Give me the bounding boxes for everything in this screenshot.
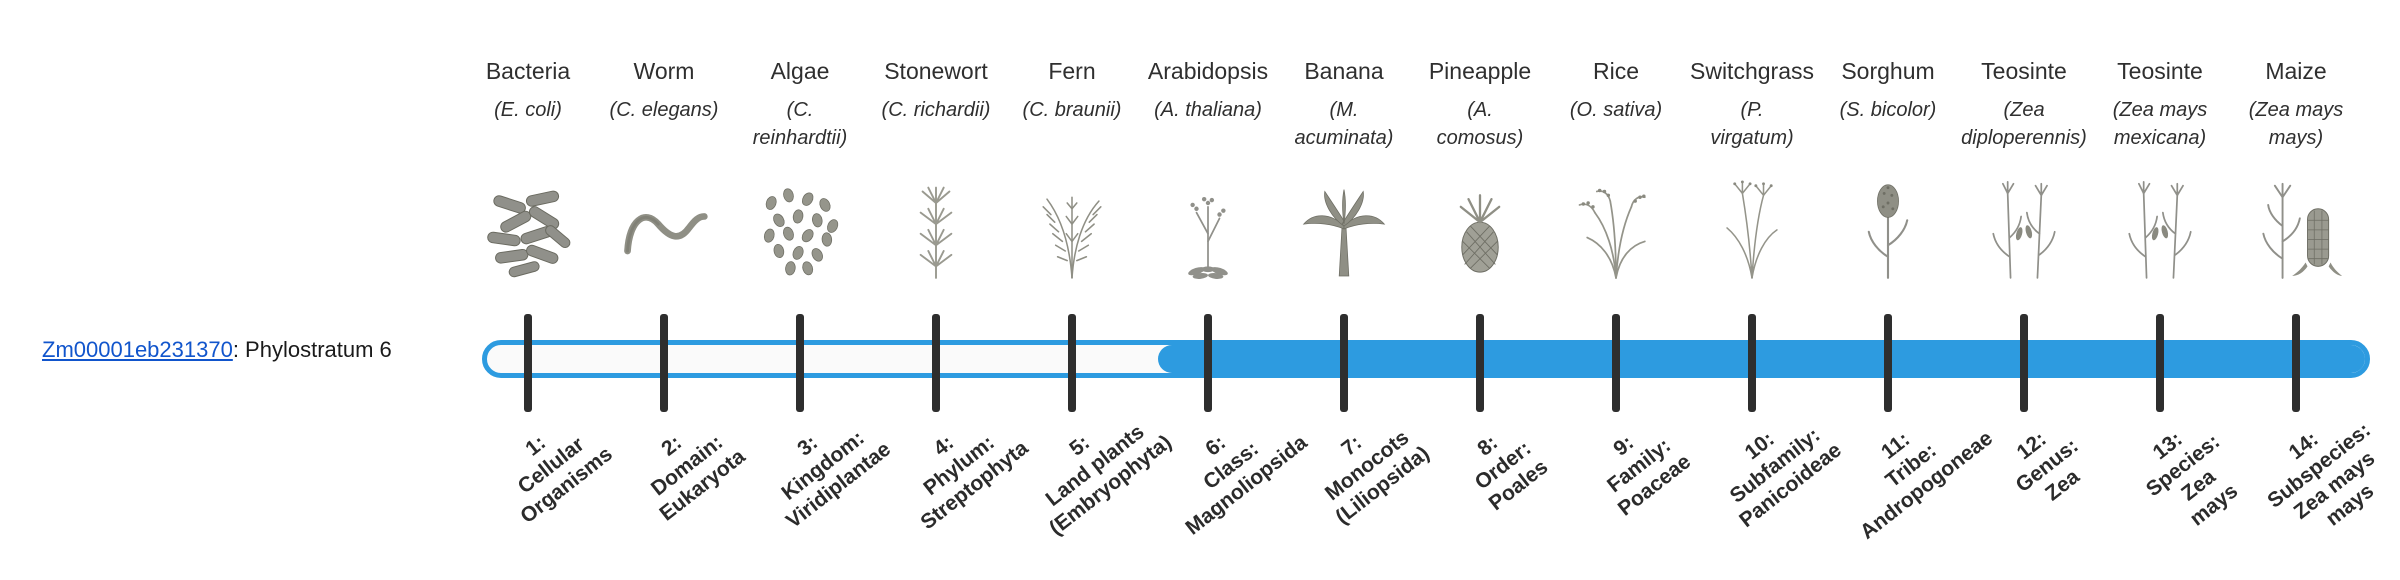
organism-name: Pineapple: [1428, 58, 1532, 84]
organism-name: Maize: [2265, 58, 2327, 84]
organism-column: Worm (C. elegans): [596, 56, 732, 280]
stratum-tick: [2020, 314, 2028, 412]
stratum-tick: [1884, 314, 1892, 412]
organism-scientific-name: (A. thaliana): [1154, 99, 1262, 121]
organism-column: Algae (C. reinhardtii): [732, 56, 868, 280]
stratum-tick: [1476, 314, 1484, 412]
arabidopsis-icon: [1140, 162, 1276, 280]
organism-scientific-name: (M. acuminata): [1294, 99, 1394, 149]
organism-name: Switchgrass: [1690, 58, 1814, 84]
organism-column: Teosinte (Zea diploperennis): [1956, 56, 2092, 280]
stratum-tick: [1748, 314, 1756, 412]
organism-name: Arabidopsis: [1147, 58, 1269, 84]
organism-name: Teosinte: [1981, 58, 2067, 84]
organism-column: Stonewort (C. richardii): [868, 56, 1004, 280]
pineapple-icon: [1412, 162, 1548, 280]
gene-stratum-text: : Phylostratum 6: [232, 337, 392, 362]
organism-name: Fern: [1048, 58, 1096, 84]
teosinte-icon: [1956, 162, 2092, 280]
organism-name: Bacteria: [485, 58, 571, 84]
stratum-label-text: 14: Subspecies: Zea mays mays: [2263, 418, 2380, 531]
organism-name: Worm: [633, 58, 695, 84]
organism-column: Sorghum (S. bicolor): [1820, 56, 1956, 280]
organism-column: Bacteria (E. coli): [460, 56, 596, 280]
bacteria-icon: [460, 162, 596, 280]
organism-name: Rice: [1592, 58, 1639, 84]
teosinte-icon: [2092, 162, 2228, 280]
organism-column: Maize (Zea mays mays): [2228, 56, 2364, 280]
organism-scientific-name: (Zea mays mexicana): [2112, 99, 2208, 149]
organism-name: Sorghum: [1841, 58, 1935, 84]
organism-column: Arabidopsis (A. thaliana): [1140, 56, 1276, 280]
rice-icon: [1548, 162, 1684, 280]
stratum-tick: [660, 314, 668, 412]
organism-scientific-name: (C. braunii): [1022, 99, 1122, 121]
organism-name: Algae: [770, 58, 830, 84]
sorghum-icon: [1820, 162, 1956, 280]
organism-column: Banana (M. acuminata): [1276, 56, 1412, 280]
timeline-bar: [482, 340, 2370, 378]
organism-scientific-name: (P. virgatum): [1710, 99, 1794, 149]
organism-column: Rice (O. sativa): [1548, 56, 1684, 280]
organism-scientific-name: (C. richardii): [881, 99, 991, 121]
organism-scientific-name: (C. elegans): [609, 99, 719, 121]
organism-scientific-name: (S. bicolor): [1839, 99, 1937, 121]
stratum-tick: [2292, 314, 2300, 412]
stratum-label: 14: Subspecies: Zea mays mays: [2211, 418, 2381, 536]
organism-column: Switchgrass (P. virgatum): [1684, 56, 1820, 280]
stratum-tick: [1204, 314, 1212, 412]
organism-name: Teosinte: [2117, 58, 2203, 84]
stratum-tick: [1612, 314, 1620, 412]
organism-scientific-name: (E. coli): [494, 99, 562, 121]
organism-column: Pineapple (A. comosus): [1412, 56, 1548, 280]
banana-icon: [1276, 162, 1412, 280]
organism-scientific-name: (C. reinhardtii): [752, 99, 848, 149]
stratum-tick: [1068, 314, 1076, 412]
stratum-tick: [2156, 314, 2164, 412]
switchgrass-icon: [1684, 162, 1820, 280]
organism-scientific-name: (Zea diploperennis): [1961, 99, 2087, 149]
organism-scientific-name: (A. comosus): [1436, 99, 1524, 149]
fern-icon: [1004, 162, 1140, 280]
organism-scientific-name: (O. sativa): [1569, 99, 1663, 121]
organism-column: Fern (C. braunii): [1004, 56, 1140, 280]
gene-link[interactable]: Zm00001eb231370: [42, 337, 233, 362]
stratum-tick: [524, 314, 532, 412]
stratum-tick: [796, 314, 804, 412]
stonewort-icon: [868, 162, 1004, 280]
worm-icon: [596, 162, 732, 280]
organism-name: Banana: [1304, 58, 1384, 84]
algae-icon: [732, 162, 868, 280]
organism-name: Stonewort: [884, 58, 988, 84]
stratum-tick: [932, 314, 940, 412]
stratum-tick: [1340, 314, 1348, 412]
organism-scientific-name: (Zea mays mays): [2248, 99, 2344, 149]
maize-icon: [2228, 162, 2364, 280]
organism-column: Teosinte (Zea mays mexicana): [2092, 56, 2228, 280]
gene-label: Zm00001eb231370: Phylostratum 6: [42, 337, 392, 363]
